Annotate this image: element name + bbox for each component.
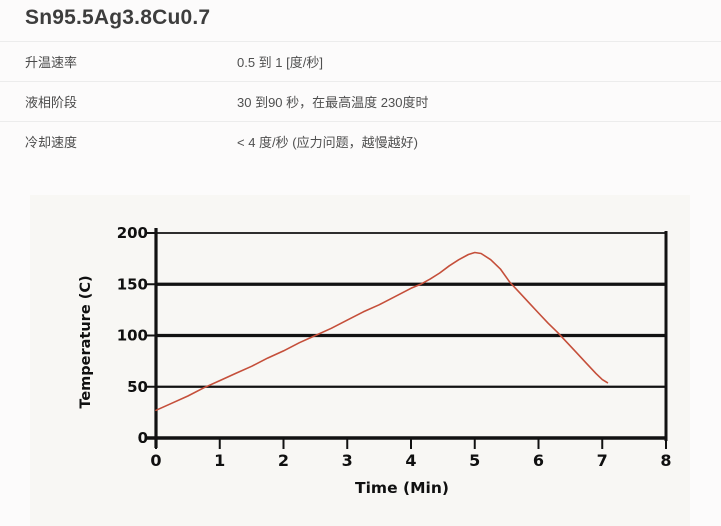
y-tick-label: 150: [117, 275, 148, 293]
y-tick-label: 100: [117, 327, 148, 345]
reflow-profile-line: [155, 251, 609, 412]
y-tick-label: 200: [117, 224, 148, 242]
page-title: Sn95.5Ag3.8Cu0.7: [25, 6, 211, 29]
spec-row-cooling-rate: 冷却速度 < 4 度/秒 (应力问题，越慢越好): [0, 121, 721, 161]
spec-table: 升温速率 0.5 到 1 [度/秒] 液相阶段 30 到90 秒，在最高温度 2…: [0, 41, 721, 161]
y-tick-label: 50: [127, 378, 148, 396]
spec-row-heating-rate: 升温速率 0.5 到 1 [度/秒]: [0, 41, 721, 81]
x-tick-label: 6: [533, 451, 544, 470]
reflow-profile-chart-image: 0 50 100 150 200 0 1 2 3 4 5 6 7 8 Time (Min) Temperatu…: [30, 195, 690, 526]
spec-value: 0.5 到 1 [度/秒]: [237, 55, 323, 70]
temperature-time-chart: 0 50 100 150 200 0 1 2 3 4 5 6 7 8 Time (Min) Temperatu…: [78, 224, 672, 497]
x-axis-title: Time (Min): [355, 479, 449, 497]
x-tick-label: 2: [278, 451, 289, 470]
x-tick-label: 0: [150, 451, 161, 470]
y-tick-label: 0: [138, 429, 148, 447]
spec-label: 液相阶段: [25, 95, 78, 110]
x-tick-label: 8: [660, 451, 671, 470]
x-tick-label: 7: [597, 451, 608, 470]
spec-value: 30 到90 秒，在最高温度 230度时: [237, 95, 429, 110]
x-tick-label: 4: [405, 451, 416, 470]
spec-row-liquidus-stage: 液相阶段 30 到90 秒，在最高温度 230度时: [0, 81, 721, 121]
x-tick-label: 5: [469, 451, 480, 470]
x-tick-label: 1: [214, 451, 225, 470]
y-axis-title: Temperature (C): [78, 275, 94, 408]
spec-value: < 4 度/秒 (应力问题，越慢越好): [237, 135, 418, 150]
spec-label: 升温速率: [25, 55, 78, 70]
x-tick-label: 3: [342, 451, 353, 470]
spec-label: 冷却速度: [25, 135, 78, 150]
